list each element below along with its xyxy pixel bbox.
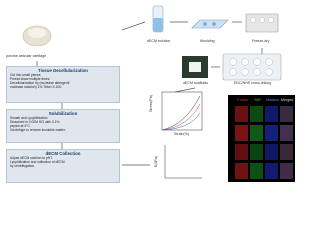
product-label: EDC/NHS cross-linking: [234, 81, 272, 85]
channel-header: Nucleus: [266, 98, 279, 102]
step-line: nuclease solution) 1% Triton X-100.: [10, 84, 63, 89]
product-label: Freeze-dry: [252, 39, 270, 43]
step-line: Freeze-thaw multiple times.: [10, 77, 51, 82]
step-title: Solubilization: [48, 110, 78, 116]
product-label: Moulding: [200, 39, 215, 43]
axis-label: Stress(Pa): [149, 95, 153, 112]
step-line: Lyophilization and collection of dECM: [10, 160, 65, 165]
axis-label: E(kPa): [154, 156, 158, 167]
step-title: Tissue Decellularization: [38, 67, 88, 73]
crosslink-image: [222, 53, 282, 81]
channel-header: F-actin: [237, 98, 248, 102]
source-label: porcine articular cartilage: [6, 54, 47, 58]
well: [259, 17, 265, 23]
well: [250, 17, 256, 23]
mould-well: [212, 22, 216, 26]
product-label: dECM solution: [147, 39, 171, 43]
illustrations: [22, 5, 295, 182]
step-line: Smash and Lyophilization: [10, 116, 48, 121]
step-line: pepsin at 4°C.: [10, 123, 31, 128]
mould-well: [203, 22, 207, 26]
arrow: [121, 21, 146, 31]
step-line: Decellularization by (nuclease detergent…: [10, 80, 70, 85]
arrow: [174, 87, 196, 93]
step-line: by centrifugation.: [10, 163, 36, 168]
tube-liquid: [153, 18, 163, 32]
well: [268, 17, 274, 23]
axis-label: Strain(%): [174, 132, 189, 136]
curve-illustration: [161, 95, 201, 131]
freeze-dry-image: [245, 13, 279, 33]
step-line: Dissolved in 0.02M HCl with 0.1%: [10, 120, 60, 125]
mould-image: [191, 19, 229, 29]
cartilage-highlight: [28, 28, 46, 38]
step-box: dECM Collection Adjust dECM solution to …: [6, 149, 120, 183]
graphical-abstract: porcine articular cartilage Tissue Decel…: [6, 5, 295, 183]
step-line: Centrifuge to remove insoluble matter.: [10, 127, 66, 132]
step-box: Solubilization Smash and Lyophilization …: [6, 109, 120, 143]
curve-illustration: [161, 103, 201, 131]
step-line: Cut into small pieces.: [10, 73, 42, 78]
step-box: Tissue Decellularization Cut into small …: [6, 66, 120, 103]
fluorescence-cells: [235, 106, 293, 179]
product-label: dECM scaffolds: [183, 81, 209, 85]
channel-header: YAP: [254, 98, 261, 102]
step-line: Adjust dECM solution to pH7.: [10, 156, 54, 161]
wells: [229, 58, 273, 76]
scaffold: [189, 62, 201, 72]
step-title: dECM Collection: [45, 150, 81, 156]
curve-illustration: [161, 112, 201, 131]
channel-header: Merged: [281, 98, 294, 102]
